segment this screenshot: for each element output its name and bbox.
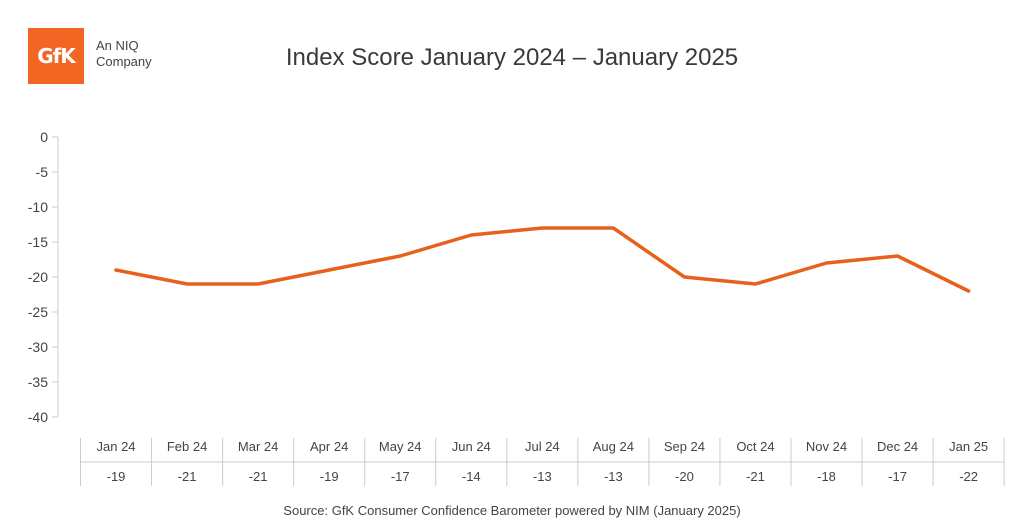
x-tick-label-8: Sep 24 (664, 439, 705, 454)
y-tick-label-8: -40 (28, 409, 48, 425)
x-tick-label-7: Aug 24 (593, 439, 634, 454)
x-tick-label-6: Jul 24 (525, 439, 560, 454)
data-label-3: -19 (320, 469, 339, 484)
data-point-6 (540, 226, 544, 230)
data-label-8: -20 (675, 469, 694, 484)
x-tick-label-10: Nov 24 (806, 439, 847, 454)
y-tick-label-6: -30 (28, 339, 48, 355)
data-label-7: -13 (604, 469, 623, 484)
data-point-10 (825, 261, 828, 265)
data-label-5: -14 (462, 469, 481, 484)
x-tick-label-11: Dec 24 (877, 439, 918, 454)
data-label-11: -17 (888, 469, 907, 484)
chart-title: Index Score January 2024 – January 2025 (0, 44, 1024, 72)
source-note: Source: GfK Consumer Confidence Baromete… (283, 503, 741, 518)
data-point-8 (682, 275, 686, 279)
data-label-6: -13 (533, 469, 552, 484)
data-point-1 (185, 282, 189, 286)
x-tick-label-1: Feb 24 (167, 439, 207, 454)
data-label-2: -21 (249, 469, 268, 484)
data-label-9: -21 (746, 469, 765, 484)
data-point-3 (327, 268, 331, 272)
data-point-5 (469, 233, 473, 237)
data-point-11 (896, 254, 900, 258)
x-tick-label-5: Jun 24 (452, 439, 491, 454)
data-point-0 (114, 268, 118, 272)
x-tick-label-9: Oct 24 (736, 439, 774, 454)
data-label-12: -22 (959, 469, 978, 484)
x-tick-label-12: Jan 25 (949, 439, 988, 454)
data-point-4 (398, 254, 402, 258)
x-tick-label-0: Jan 24 (97, 439, 136, 454)
logo-tagline-line1: An NIQ (96, 38, 139, 53)
gfk-logo: GfK (28, 28, 84, 84)
y-tick-label-3: -15 (28, 234, 48, 250)
data-label-4: -17 (391, 469, 410, 484)
chart-title-text: Index Score January 2024 – January 2025 (285, 44, 739, 71)
x-tick-label-4: May 24 (379, 439, 422, 454)
y-tick-label-4: -20 (28, 269, 48, 285)
y-tick-label-1: -5 (36, 164, 49, 180)
y-tick-label-7: -35 (28, 374, 48, 390)
data-label-10: -18 (817, 469, 836, 484)
logo-tagline-line2: Company (96, 54, 152, 69)
gfk-logo-text: GfK (37, 44, 76, 68)
data-label-0: -19 (107, 469, 126, 484)
y-tick-label-2: -10 (28, 199, 48, 215)
y-tick-label-5: -25 (28, 304, 48, 320)
x-tick-label-2: Mar 24 (238, 439, 278, 454)
data-point-9 (753, 282, 757, 286)
series-line-index-score (114, 226, 971, 293)
y-tick-label-0: 0 (40, 129, 48, 145)
data-point-2 (256, 282, 260, 286)
data-label-1: -21 (178, 469, 197, 484)
x-tick-label-3: Apr 24 (310, 439, 348, 454)
data-point-7 (611, 226, 615, 230)
data-point-12 (967, 289, 971, 293)
logo-tagline: An NIQ Company (96, 38, 152, 70)
